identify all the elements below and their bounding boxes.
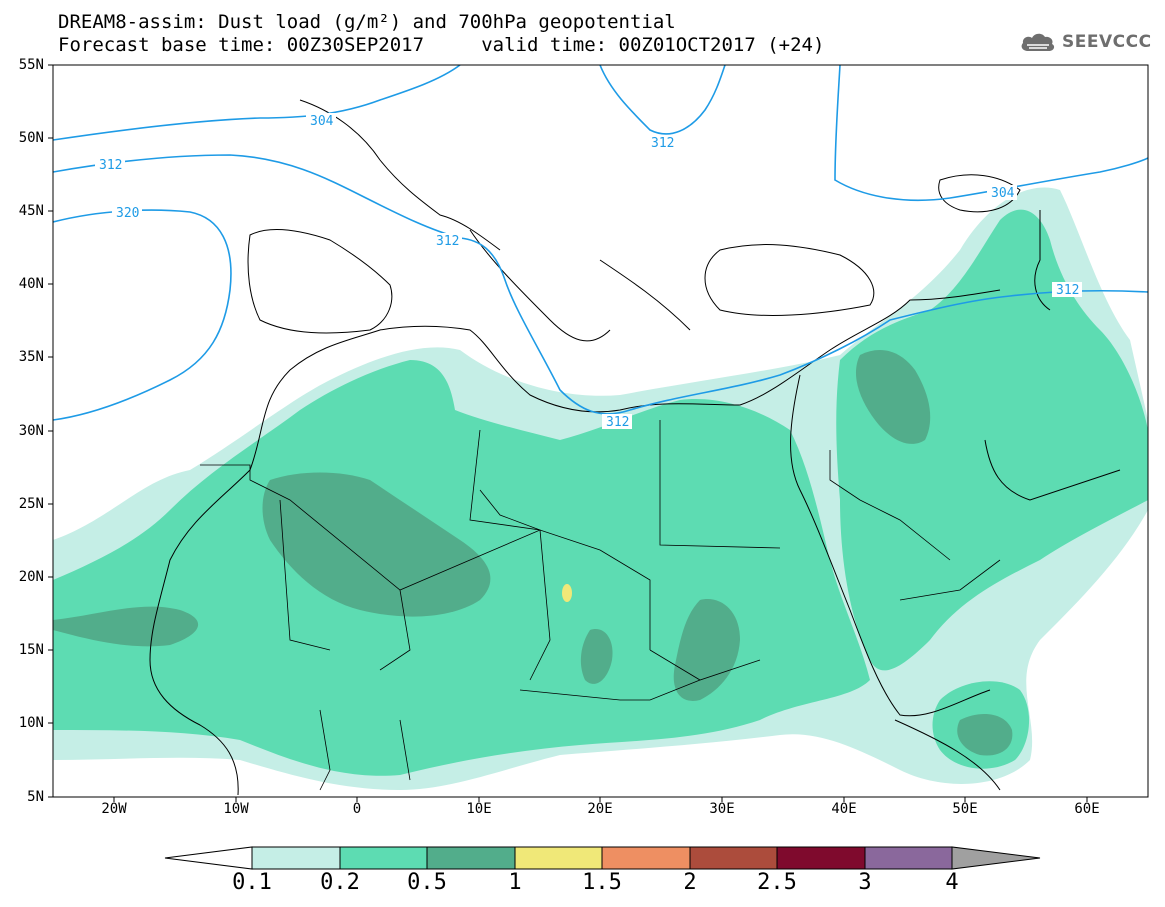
contour-label-304: 304 (310, 114, 334, 129)
geopotential-contours (53, 65, 1148, 421)
contour-312-west (53, 154, 631, 415)
colorbar-label-4: 4 (945, 870, 959, 895)
lat-label-40n: 40N (18, 276, 44, 292)
contour-label-312-central: 312 (436, 234, 459, 249)
colorbar-label-2.5: 2.5 (757, 870, 797, 895)
contour-320 (53, 209, 232, 421)
coastlines (149, 99, 1121, 796)
colorbar-bin-6 (689, 846, 778, 870)
colorbar-label-1: 1 (508, 870, 522, 895)
colorbar-label-2: 2 (683, 870, 697, 895)
title-line-2: Forecast base time: 00Z30SEP2017 valid t… (58, 34, 825, 56)
axis-ticks (48, 64, 1088, 802)
colorbar-label-1.5: 1.5 (582, 870, 622, 895)
colorbar-label-0.2: 0.2 (320, 870, 360, 895)
colorbar-bin-3 (426, 846, 516, 870)
contour-label-304-east: 304 (991, 186, 1015, 201)
lat-label-30n: 30N (18, 423, 44, 439)
lon-label-40e: 40E (831, 801, 857, 817)
colorbar-label-3: 3 (858, 870, 872, 895)
logo-text: SEEVCCC (1062, 32, 1152, 52)
lat-label-25n: 25N (18, 496, 44, 512)
lon-label-20w: 20W (101, 801, 127, 817)
lon-label-0: 0 (352, 801, 362, 817)
lon-label-50e: 50E (952, 801, 978, 817)
contour-304-east (834, 65, 1148, 202)
colorbar-label-0.5: 0.5 (407, 870, 447, 895)
contour-label-320: 320 (116, 206, 139, 221)
lon-label-10w: 10W (223, 801, 249, 817)
dust-layer-yellow (562, 584, 572, 602)
seevccc-logo: SEEVCCC (1018, 29, 1152, 55)
lat-label-35n: 35N (18, 349, 44, 365)
colorbar-bin-8 (864, 846, 953, 870)
colorbar-bin-4 (514, 846, 603, 870)
colorbar (164, 846, 1041, 870)
lat-label-5n: 5N (27, 789, 44, 805)
lon-label-10e: 10E (466, 801, 492, 817)
contour-label-312-west: 312 (99, 158, 122, 173)
colorbar-bin-1 (251, 846, 341, 870)
title-line-1: DREAM8-assim: Dust load (g/m²) and 700hP… (58, 11, 676, 33)
lat-label-45n: 45N (18, 203, 44, 219)
colorbar-bin-7 (776, 846, 866, 870)
country-borders (200, 420, 1001, 791)
lat-label-50n: 50N (18, 130, 44, 146)
cloud-icon (1021, 33, 1055, 51)
lat-label-15n: 15N (18, 642, 44, 658)
colorbar-bin-5 (601, 846, 691, 870)
dust-layer-dark (53, 350, 1013, 756)
lon-label-20e: 20E (587, 801, 613, 817)
lat-label-10n: 10N (18, 715, 44, 731)
colorbar-label-0.1: 0.1 (232, 870, 272, 895)
lon-label-60e: 60E (1074, 801, 1100, 817)
colorbar-under-triangle (164, 846, 253, 870)
contour-312-north (599, 65, 726, 135)
contour-label-312-north: 312 (651, 136, 674, 151)
colorbar-over-triangle (951, 846, 1041, 870)
contour-label-312-caspian: 312 (1056, 283, 1079, 298)
lon-label-30e: 30E (709, 801, 735, 817)
lat-label-20n: 20N (18, 569, 44, 585)
colorbar-bin-2 (339, 846, 428, 870)
lat-label-55n: 55N (18, 57, 44, 73)
contour-304-west (53, 65, 461, 141)
contour-label-312-libya: 312 (606, 415, 629, 430)
